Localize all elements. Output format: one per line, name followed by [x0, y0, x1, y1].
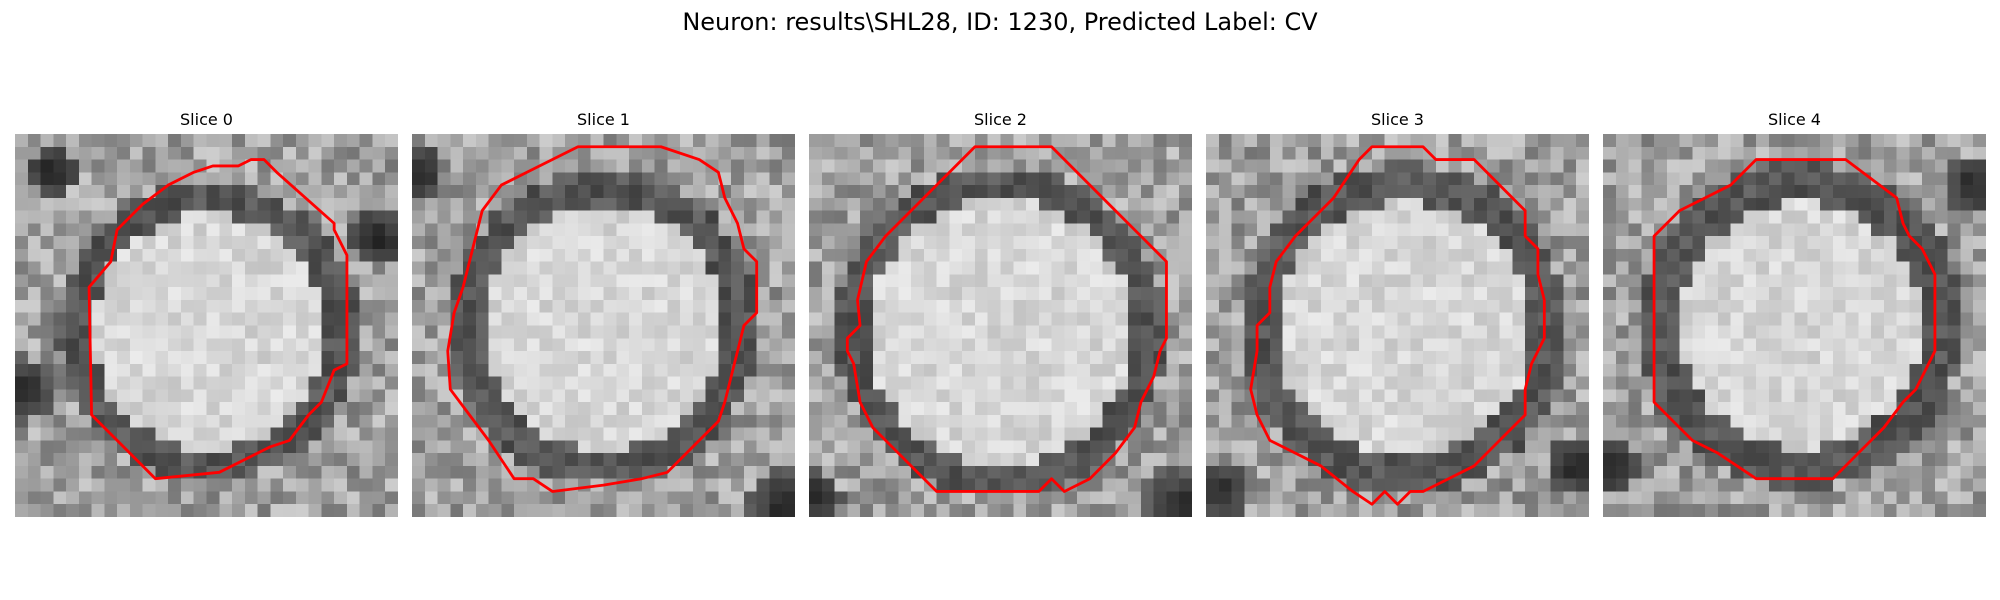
slice-title: Slice 2: [974, 110, 1027, 129]
slice-title: Slice 4: [1768, 110, 1821, 129]
figure-title: Neuron: results\SHL28, ID: 1230, Predict…: [682, 8, 1318, 36]
slice-image: [15, 134, 398, 517]
slice-image: [809, 134, 1192, 517]
slice-panel: Slice 0: [15, 108, 398, 517]
segmentation-contour: [845, 145, 1168, 493]
slice-panel: Slice 4: [1603, 108, 1986, 517]
slice-panel: Slice 3: [1206, 108, 1589, 517]
slice-title: Slice 3: [1371, 110, 1424, 129]
slice-image: [1603, 134, 1986, 517]
slice-image: [1206, 134, 1589, 517]
segmentation-contour: [446, 145, 759, 493]
slice-title: Slice 1: [577, 110, 630, 129]
segmentation-contour: [1652, 158, 1937, 481]
segmentation-contour: [1249, 145, 1546, 506]
slice-image: [412, 134, 795, 517]
slice-panel: Slice 2: [809, 108, 1192, 517]
segmentation-contour: [87, 158, 349, 481]
slice-title: Slice 0: [180, 110, 233, 129]
slice-panel: Slice 1: [412, 108, 795, 517]
